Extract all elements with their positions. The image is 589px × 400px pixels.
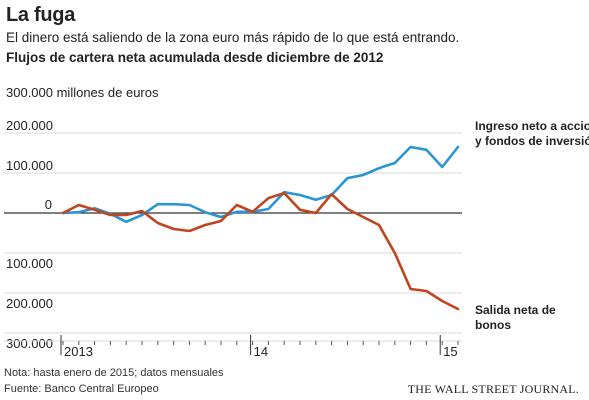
y-tick-label: 300.000 millones de euros	[6, 85, 159, 100]
series-label: y fondos de inversión	[475, 134, 589, 148]
series-label: Salida neta de	[475, 303, 556, 317]
y-tick-label: 0	[45, 197, 52, 212]
publisher-logo: THE WALL STREET JOURNAL.	[407, 382, 579, 396]
chart-note: Nota: hasta enero de 2015; datos mensual…	[4, 367, 224, 379]
chart-subtitle: El dinero está saliendo de la zona euro …	[6, 30, 460, 45]
y-tick-label: 200.000	[6, 296, 53, 311]
series-label: Ingreso neto a acciones	[475, 119, 589, 133]
x-tick-label: 14	[254, 344, 268, 359]
x-tick-label: 15	[443, 344, 457, 359]
outflow-series-line	[61, 191, 460, 311]
y-tick-label: 100.000	[6, 158, 53, 173]
y-tick-label: 100.000	[6, 256, 53, 271]
x-tick-label: 2013	[64, 344, 93, 359]
chart-title: La fuga	[6, 4, 76, 26]
chart-source: Fuente: Banco Central Europeo	[4, 383, 159, 395]
chart-heading: Flujos de cartera neta acumulada desde d…	[6, 50, 384, 65]
series-label: bonos	[475, 318, 511, 332]
inflow-series-line	[61, 145, 460, 224]
y-tick-label: 200.000	[6, 118, 53, 133]
y-tick-label: 300.000	[6, 336, 53, 351]
